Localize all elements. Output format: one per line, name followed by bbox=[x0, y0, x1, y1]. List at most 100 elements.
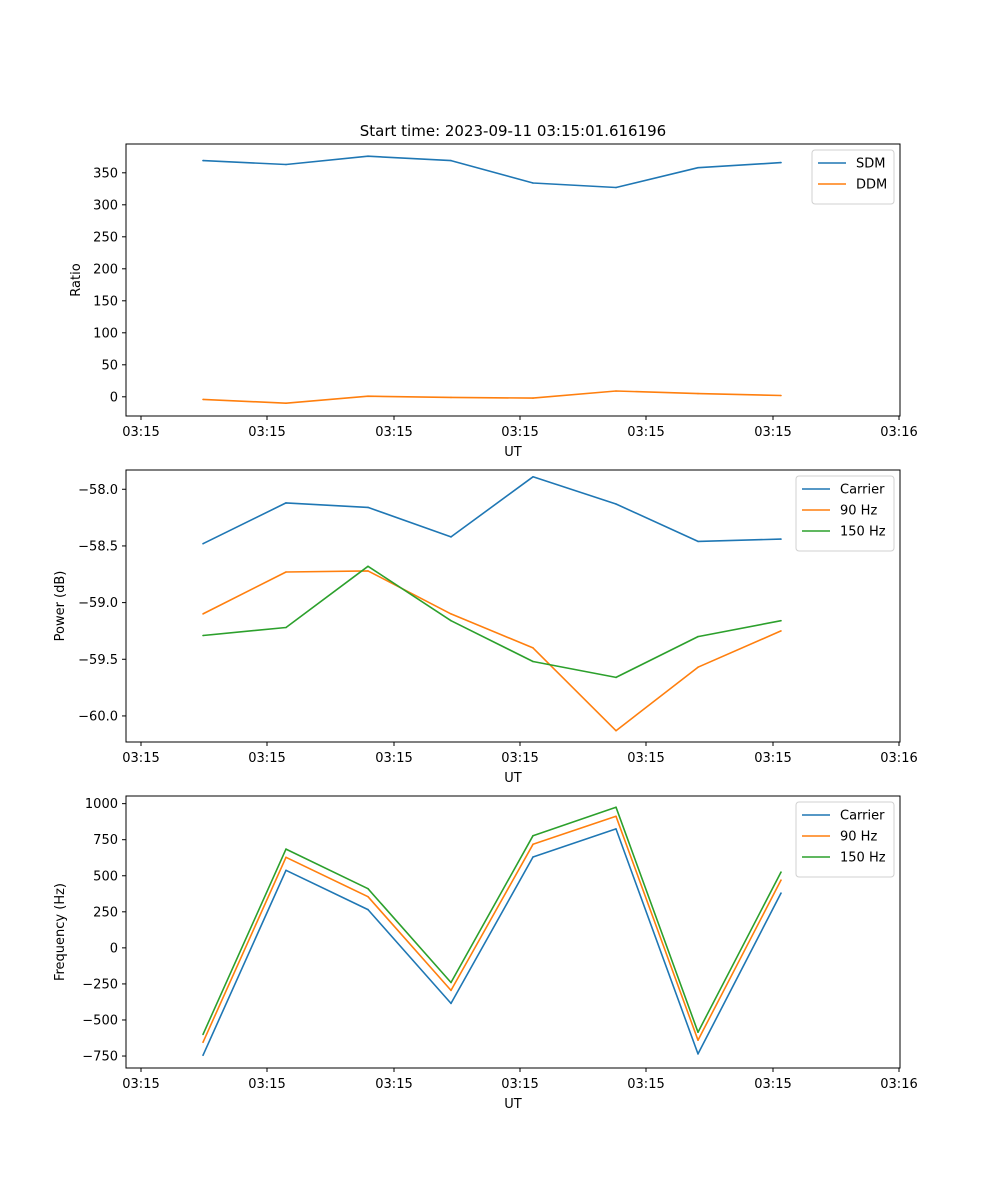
y-tick-label: 150 bbox=[93, 294, 118, 309]
data-point-90-hz bbox=[202, 1041, 204, 1044]
data-point-90-hz bbox=[697, 666, 699, 668]
data-point-150-hz bbox=[697, 635, 699, 638]
data-point-ddm bbox=[615, 390, 617, 392]
data-point-carrier bbox=[532, 476, 534, 478]
data-point-carrier bbox=[450, 536, 452, 538]
data-point-carrier bbox=[780, 892, 782, 894]
data-point-150-hz bbox=[615, 676, 617, 679]
series-line-90-hz bbox=[202, 570, 782, 732]
axes-frame bbox=[125, 143, 901, 417]
y-tick-label: −60.0 bbox=[78, 709, 118, 724]
data-point-90-hz bbox=[532, 647, 534, 649]
y-tick-label: 300 bbox=[93, 198, 118, 213]
y-tick-label: 350 bbox=[93, 166, 118, 181]
series-line-150-hz bbox=[202, 806, 782, 1035]
data-point-150-hz bbox=[202, 1033, 204, 1036]
x-tick-label: 03:15 bbox=[122, 425, 159, 440]
data-point-90-hz bbox=[450, 613, 452, 615]
y-tick-label: −500 bbox=[82, 1013, 118, 1028]
legend-label-90-hz: 90 Hz bbox=[840, 504, 877, 519]
data-point-carrier bbox=[202, 542, 204, 545]
data-point-ddm bbox=[285, 402, 287, 405]
data-point-150-hz bbox=[367, 565, 369, 568]
series-line-sdm bbox=[202, 155, 782, 189]
data-point-90-hz bbox=[697, 1039, 699, 1041]
data-point-carrier bbox=[697, 540, 699, 543]
y-tick-label: −59.0 bbox=[78, 596, 118, 611]
data-point-150-hz bbox=[780, 871, 782, 873]
x-tick-label: 03:15 bbox=[248, 1077, 285, 1092]
series-line-carrier bbox=[202, 828, 782, 1056]
data-point-carrier bbox=[367, 506, 369, 509]
data-point-90-hz bbox=[285, 571, 287, 573]
y-tick-label: 0 bbox=[110, 390, 118, 405]
data-point-sdm bbox=[532, 182, 534, 184]
data-point-90-hz bbox=[615, 729, 617, 732]
data-point-90-hz bbox=[615, 815, 617, 818]
data-point-90-hz bbox=[202, 613, 204, 615]
x-tick-label: 03:16 bbox=[880, 751, 917, 766]
x-tick-label: 03:15 bbox=[627, 425, 664, 440]
data-point-150-hz bbox=[285, 626, 287, 629]
data-point-90-hz bbox=[780, 879, 782, 881]
data-point-150-hz bbox=[697, 1031, 699, 1033]
data-point-sdm bbox=[780, 161, 782, 164]
axes-frame bbox=[125, 795, 901, 1069]
data-point-150-hz bbox=[450, 981, 452, 984]
data-point-ddm bbox=[202, 398, 204, 401]
x-tick-label: 03:15 bbox=[375, 1077, 412, 1092]
data-point-150-hz bbox=[202, 634, 204, 637]
x-tick-label: 03:15 bbox=[501, 751, 538, 766]
y-tick-label: 1000 bbox=[85, 797, 118, 812]
data-point-sdm bbox=[697, 166, 699, 169]
x-tick-label: 03:15 bbox=[754, 425, 791, 440]
x-tick-label: 03:15 bbox=[375, 425, 412, 440]
legend-label-ddm: DDM bbox=[856, 178, 887, 193]
x-tick-label: 03:15 bbox=[501, 1077, 538, 1092]
y-axis-label: Frequency (Hz) bbox=[53, 883, 68, 981]
y-tick-label: 750 bbox=[93, 833, 118, 848]
x-tick-label: 03:15 bbox=[375, 751, 412, 766]
x-axis-label: UT bbox=[504, 771, 522, 786]
data-point-sdm bbox=[450, 159, 452, 162]
data-point-150-hz bbox=[367, 887, 369, 890]
data-point-sdm bbox=[367, 155, 369, 157]
ratio-panel: 03:15 03:15 03:15 03:15 03:15 03:15 03:16 UT 0 50… bbox=[69, 143, 918, 460]
x-tick-label: 03:15 bbox=[122, 751, 159, 766]
data-point-ddm bbox=[532, 397, 534, 399]
data-point-90-hz bbox=[450, 989, 452, 992]
data-point-carrier bbox=[615, 828, 617, 830]
frequency-panel: 03:15 03:15 03:15 03:15 03:15 03:15 03:16 UT −75… bbox=[53, 795, 918, 1112]
data-point-150-hz bbox=[780, 619, 782, 622]
y-axis-label: Ratio bbox=[69, 263, 84, 296]
series-line-90-hz bbox=[202, 815, 782, 1043]
data-point-ddm bbox=[780, 394, 782, 397]
y-tick-label: 50 bbox=[101, 358, 118, 373]
legend-label-carrier: Carrier bbox=[840, 809, 885, 824]
legend-label-90-hz: 90 Hz bbox=[840, 830, 877, 845]
data-point-90-hz bbox=[780, 630, 782, 632]
y-tick-label: 250 bbox=[93, 230, 118, 245]
data-point-ddm bbox=[367, 395, 369, 398]
power-panel: 03:15 03:15 03:15 03:15 03:15 03:15 03:16 UT −60… bbox=[53, 469, 918, 786]
data-point-carrier bbox=[285, 869, 287, 872]
x-tick-label: 03:15 bbox=[754, 751, 791, 766]
data-point-90-hz bbox=[532, 843, 534, 846]
y-tick-label: −58.0 bbox=[78, 483, 118, 498]
data-point-carrier bbox=[780, 538, 782, 540]
x-tick-label: 03:16 bbox=[880, 425, 917, 440]
x-tick-label: 03:15 bbox=[122, 1077, 159, 1092]
data-point-sdm bbox=[202, 159, 204, 162]
y-tick-label: 100 bbox=[93, 326, 118, 341]
x-tick-label: 03:15 bbox=[754, 1077, 791, 1092]
data-point-carrier bbox=[615, 503, 617, 505]
chart-title: Start time: 2023-09-11 03:15:01.616196 bbox=[360, 122, 666, 140]
data-point-sdm bbox=[285, 163, 287, 166]
series-line-carrier bbox=[202, 475, 782, 545]
data-point-150-hz bbox=[450, 619, 452, 622]
data-point-150-hz bbox=[615, 806, 617, 808]
data-point-carrier bbox=[285, 502, 287, 504]
data-point-carrier bbox=[532, 856, 534, 858]
data-point-carrier bbox=[367, 908, 369, 911]
